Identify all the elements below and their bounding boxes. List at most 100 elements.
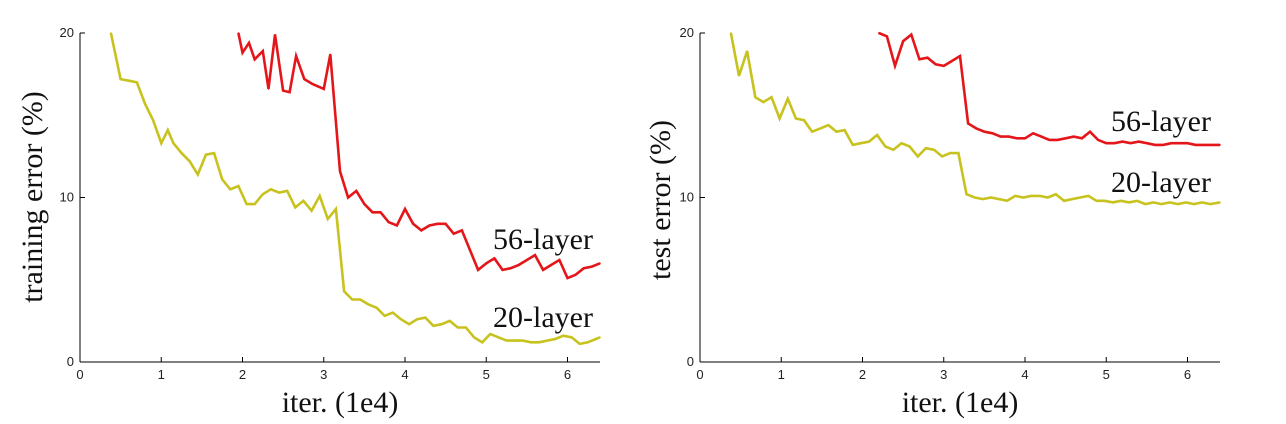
data-point bbox=[452, 232, 455, 235]
data-point bbox=[1136, 199, 1138, 202]
data-point bbox=[436, 223, 439, 225]
data-point bbox=[166, 129, 169, 131]
x-tick-label: 5 bbox=[483, 367, 490, 382]
data-point bbox=[1193, 203, 1195, 205]
data-point bbox=[1178, 142, 1181, 145]
data-point bbox=[754, 96, 757, 98]
data-point bbox=[375, 306, 378, 309]
data-point bbox=[778, 117, 781, 120]
data-point bbox=[860, 142, 862, 145]
x-axis-label: iter. (1e4) bbox=[902, 386, 1019, 419]
data-point bbox=[485, 262, 488, 265]
data-point bbox=[241, 51, 244, 54]
data-point bbox=[957, 152, 960, 154]
data-point bbox=[1185, 201, 1187, 204]
data-point bbox=[983, 130, 986, 133]
data-point bbox=[387, 221, 390, 223]
data-point bbox=[591, 265, 593, 268]
data-point bbox=[908, 145, 911, 148]
data-point bbox=[400, 318, 402, 321]
data-point bbox=[1024, 137, 1026, 140]
data-point bbox=[973, 196, 976, 199]
data-point bbox=[509, 267, 512, 270]
data-point bbox=[448, 320, 451, 322]
data-point bbox=[477, 269, 479, 271]
data-point bbox=[595, 338, 597, 340]
data-point bbox=[530, 341, 532, 344]
data-point bbox=[1209, 203, 1212, 205]
data-point bbox=[1186, 142, 1189, 145]
data-point bbox=[738, 74, 740, 77]
data-point bbox=[762, 101, 765, 103]
x-tick-label: 6 bbox=[564, 367, 571, 382]
data-point bbox=[1211, 144, 1213, 146]
data-point bbox=[587, 341, 589, 344]
data-point bbox=[1103, 199, 1106, 202]
data-point bbox=[237, 32, 240, 34]
data-point bbox=[876, 134, 878, 136]
data-point bbox=[534, 254, 536, 256]
data-point bbox=[599, 336, 601, 339]
data-point bbox=[408, 323, 410, 325]
x-axis-label: iter. (1e4) bbox=[282, 386, 399, 419]
data-point bbox=[213, 152, 215, 154]
y-tick-label: 10 bbox=[680, 190, 694, 205]
data-point bbox=[884, 145, 887, 148]
data-point bbox=[347, 196, 349, 199]
data-point bbox=[267, 88, 270, 90]
data-point bbox=[288, 91, 291, 94]
data-point bbox=[951, 60, 953, 62]
series-line-20-layer bbox=[109, 32, 601, 346]
data-point bbox=[517, 264, 520, 266]
data-point bbox=[1137, 140, 1140, 143]
data-point bbox=[1014, 195, 1017, 197]
data-point bbox=[900, 142, 903, 145]
data-point bbox=[119, 78, 122, 80]
data-point bbox=[295, 55, 297, 57]
data-point bbox=[461, 229, 463, 232]
series-label-20-layer: 20-layer bbox=[1111, 166, 1211, 199]
data-point bbox=[1056, 139, 1059, 141]
data-point bbox=[786, 98, 789, 100]
data-point bbox=[432, 325, 435, 327]
data-point bbox=[469, 249, 471, 251]
data-point bbox=[1079, 196, 1082, 199]
data-point bbox=[1063, 199, 1065, 202]
data-point bbox=[1048, 139, 1051, 141]
data-point bbox=[892, 148, 895, 151]
data-point bbox=[1219, 201, 1221, 204]
x-tick-label: 3 bbox=[320, 367, 327, 382]
data-point bbox=[160, 142, 163, 145]
data-point bbox=[998, 198, 1000, 200]
data-point bbox=[274, 33, 276, 36]
data-point bbox=[180, 152, 183, 154]
data-point bbox=[843, 129, 846, 131]
data-point bbox=[197, 173, 199, 176]
data-point bbox=[379, 211, 382, 214]
data-point bbox=[424, 316, 427, 319]
data-point bbox=[505, 339, 508, 342]
data-point bbox=[542, 269, 544, 271]
data-point bbox=[578, 343, 581, 345]
data-point bbox=[1081, 137, 1083, 140]
data-point bbox=[1030, 195, 1033, 197]
data-point bbox=[1095, 199, 1098, 202]
data-point bbox=[282, 89, 284, 92]
data-point bbox=[902, 40, 904, 43]
data-point bbox=[144, 102, 146, 105]
y-tick-label: 20 bbox=[680, 25, 694, 40]
data-point bbox=[1121, 140, 1124, 143]
x-tick-label: 2 bbox=[239, 367, 246, 382]
data-point bbox=[554, 338, 557, 340]
data-point bbox=[991, 132, 994, 135]
data-point bbox=[1146, 142, 1148, 145]
data-point bbox=[513, 339, 516, 342]
series-label-20-layer: 20-layer bbox=[493, 301, 593, 334]
data-point bbox=[522, 339, 524, 342]
x-tick-label: 1 bbox=[778, 367, 785, 382]
data-point bbox=[566, 277, 569, 279]
data-point bbox=[136, 81, 138, 84]
data-point bbox=[302, 199, 305, 202]
data-point bbox=[416, 318, 418, 321]
data-point bbox=[248, 42, 250, 44]
